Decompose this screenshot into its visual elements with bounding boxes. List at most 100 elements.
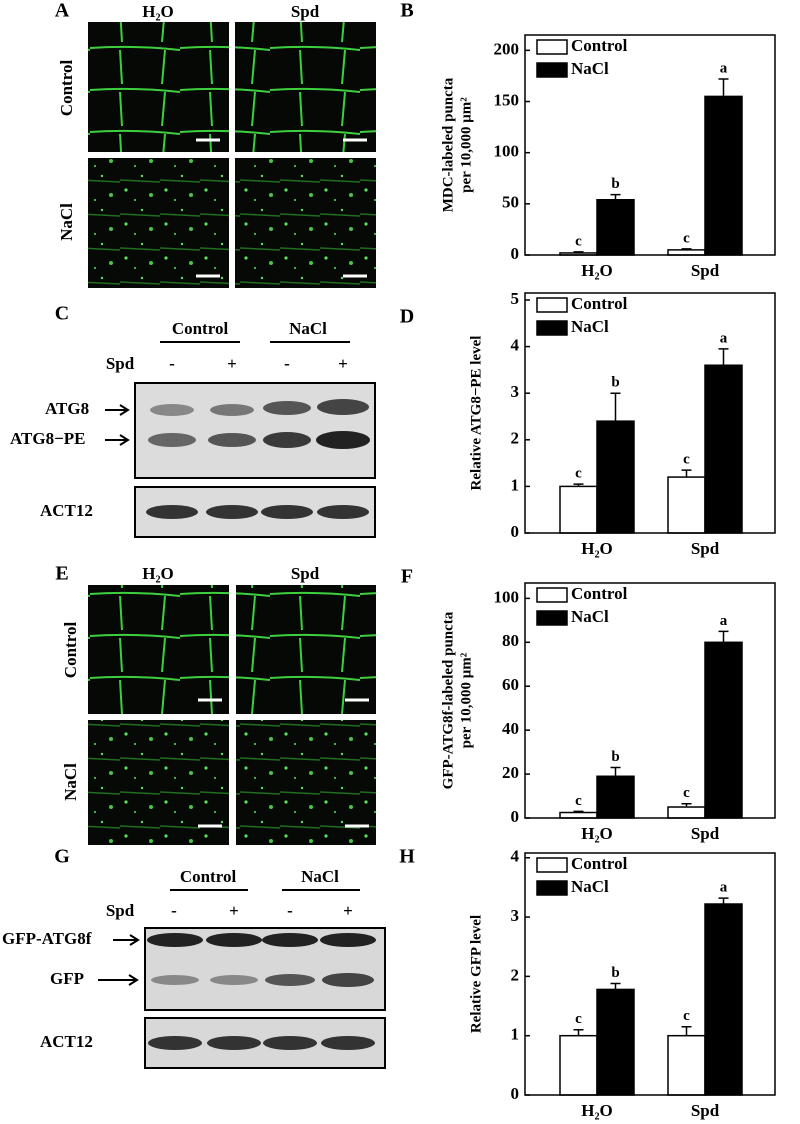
micrograph <box>88 158 229 288</box>
micrograph <box>235 158 376 288</box>
legend-label: Control <box>571 36 628 55</box>
y-tick-label: 0 <box>511 522 520 541</box>
scale-bar <box>198 698 369 828</box>
bar <box>559 1034 598 1096</box>
y-tick-label: 4 <box>511 847 520 866</box>
y-tick-label: 1 <box>511 1025 520 1044</box>
error-bar <box>681 248 692 250</box>
row-label: Control <box>57 60 76 117</box>
micrograph <box>236 720 376 845</box>
micrograph <box>88 720 229 845</box>
panel-a: A H₂O Spd Control NaCl <box>55 0 376 288</box>
axis-frame <box>524 34 776 256</box>
bar <box>704 364 743 534</box>
x-tick-label: Spd <box>691 1101 720 1120</box>
y-tick-label: 1 <box>511 475 520 494</box>
legend-label: Control <box>571 854 628 873</box>
x-tick-label: Spd <box>691 261 720 280</box>
band-label: ACT12 <box>40 501 93 520</box>
group-header: Control <box>180 867 237 886</box>
column-header: H₂O <box>142 2 174 21</box>
y-tick-label: 40 <box>502 719 519 738</box>
micrograph <box>88 585 229 714</box>
bar <box>667 806 706 819</box>
band-label: ATG8 <box>45 399 89 418</box>
bar <box>596 775 635 819</box>
y-tick-label: 80 <box>502 631 519 650</box>
blot-bands <box>148 1036 375 1050</box>
y-tick-label: 2 <box>511 965 520 984</box>
error-bar <box>573 483 584 487</box>
error-bar <box>681 1026 692 1036</box>
bar <box>667 1034 706 1096</box>
significance-letter: a <box>720 330 728 346</box>
blot-bands <box>148 399 370 449</box>
row-label: NaCl <box>57 203 76 241</box>
significance-letter: c <box>575 233 582 249</box>
x-tick-label: Spd <box>691 824 720 843</box>
bar <box>559 811 598 819</box>
significance-letter: c <box>683 785 690 801</box>
y-tick-label: 50 <box>502 193 519 212</box>
y-axis-label: Relative ATG8−PE level <box>468 336 484 491</box>
panel-letter: E <box>55 563 68 585</box>
significance-letter: c <box>683 452 690 468</box>
panel-e: E H₂O Spd Control NaCl <box>55 563 376 845</box>
arrow <box>105 404 130 446</box>
panel-g: G Control NaCl Spd - + - + GFP-ATG8f GFP… <box>2 846 386 1069</box>
panel-letter: A <box>55 0 70 22</box>
bar <box>559 485 598 534</box>
row-label: NaCl <box>61 763 80 801</box>
significance-letter: c <box>575 466 582 482</box>
y-tick-label: 100 <box>494 142 520 161</box>
sign: + <box>338 354 348 373</box>
treatment-label: Spd <box>106 354 135 373</box>
error-bar <box>681 469 692 478</box>
error-bar <box>681 802 692 808</box>
y-tick-label: 4 <box>511 335 520 354</box>
error-bar <box>718 630 729 643</box>
y-tick-label: 20 <box>502 763 519 782</box>
legend-swatch <box>536 857 568 873</box>
panel-letter: B <box>400 0 413 22</box>
band-label: ACT12 <box>40 1032 93 1051</box>
bar <box>596 420 635 534</box>
blot-bands <box>147 933 376 987</box>
panel-letter: G <box>54 846 70 868</box>
y-axis-label: per 10,000 μm² <box>458 652 474 748</box>
x-tick-label: H₂O <box>581 261 613 280</box>
y-axis-label: MDC-labeled puncta <box>440 77 456 212</box>
error-bar <box>610 392 621 422</box>
bar <box>667 249 706 256</box>
error-bar <box>718 897 729 905</box>
y-tick-label: 0 <box>511 1084 520 1103</box>
y-tick-label: 3 <box>511 906 520 925</box>
x-tick-label: H₂O <box>581 539 613 558</box>
arrow <box>98 934 140 986</box>
column-header: Spd <box>291 564 320 583</box>
error-bar <box>573 251 584 253</box>
band-label: GFP <box>50 969 84 988</box>
significance-letter: c <box>683 1008 690 1024</box>
y-tick-label: 2 <box>511 429 520 448</box>
panel-letter: C <box>55 303 69 325</box>
panel-c: C Control NaCl Spd - + - + ATG8 ATG8−PE … <box>10 303 376 538</box>
y-tick-label: 3 <box>511 382 520 401</box>
scale-bar <box>196 138 367 278</box>
legend-label: NaCl <box>571 607 609 626</box>
y-tick-label: 150 <box>494 90 520 109</box>
y-tick-label: 60 <box>502 675 519 694</box>
significance-letter: b <box>611 375 619 391</box>
significance-letter: a <box>720 60 728 76</box>
group-header: NaCl <box>289 319 327 338</box>
y-axis-label: GFP-ATG8f-labeled puncta <box>440 611 456 789</box>
significance-letter: c <box>683 230 690 246</box>
legend-swatch <box>536 297 568 313</box>
column-header: Spd <box>291 2 320 21</box>
sign: + <box>343 901 353 920</box>
micrograph <box>235 22 376 152</box>
micrograph <box>88 22 229 152</box>
error-bar <box>610 193 621 200</box>
y-tick-label: 5 <box>511 289 520 308</box>
